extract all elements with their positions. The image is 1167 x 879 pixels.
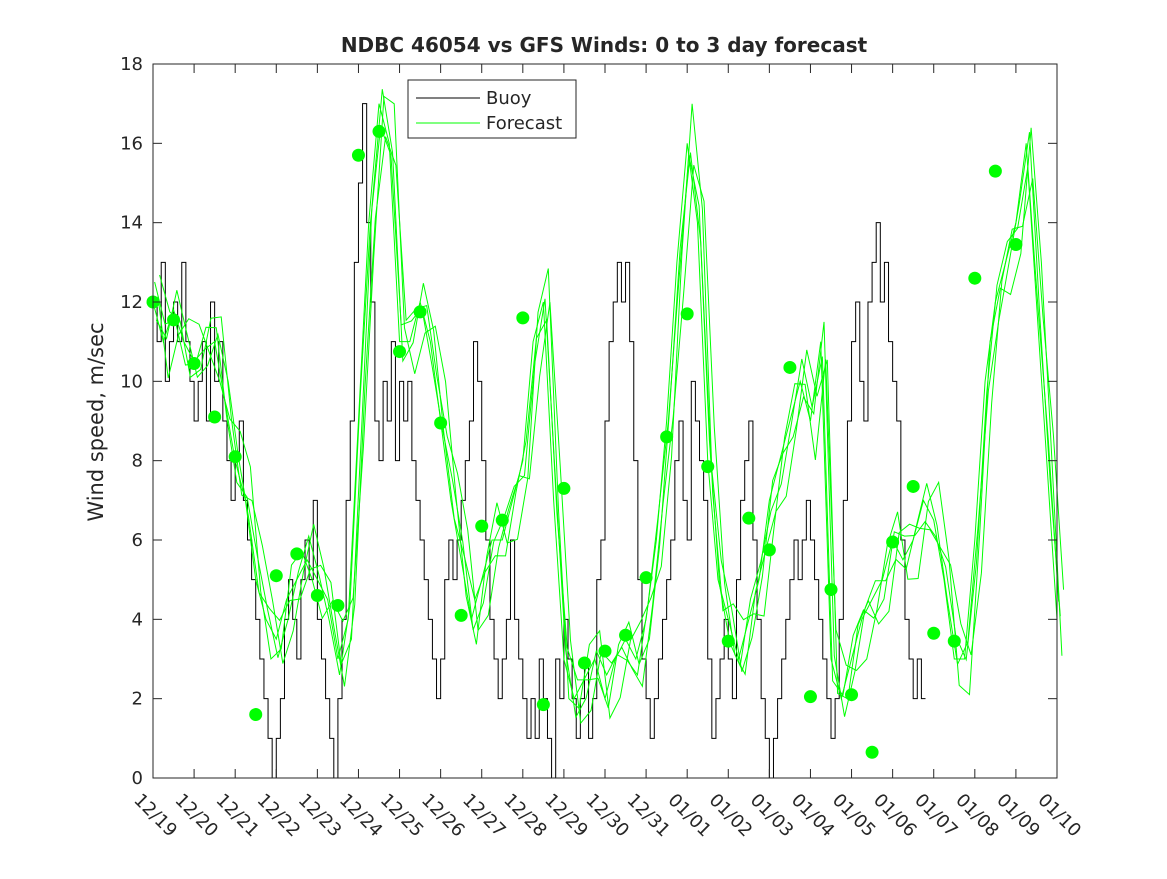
data-point: [803, 690, 817, 704]
data-point: [290, 547, 304, 561]
chart-title: NDBC 46054 vs GFS Winds: 0 to 3 day fore…: [341, 33, 868, 57]
series-line-forecast: [159, 136, 1065, 725]
data-point: [167, 313, 181, 327]
y-tick-label: 14: [120, 213, 143, 234]
y-tick-label: 10: [120, 371, 143, 392]
data-point: [187, 356, 201, 370]
data-point: [906, 479, 920, 493]
data-point: [680, 307, 694, 321]
legend: Buoy Forecast: [407, 79, 577, 139]
data-point: [249, 708, 263, 722]
y-tick-label: 4: [132, 609, 143, 630]
data-point: [762, 543, 776, 557]
data-point: [721, 634, 735, 648]
data-point: [331, 598, 345, 612]
data-point: [536, 698, 550, 712]
data-point: [351, 148, 365, 162]
data-point: [228, 450, 242, 464]
data-point: [619, 628, 633, 642]
y-tick-label: 16: [120, 133, 143, 154]
y-tick-label: 18: [120, 54, 143, 75]
y-tick-label: 12: [120, 292, 143, 313]
data-point: [988, 164, 1002, 178]
y-tick-label: 0: [132, 768, 143, 789]
data-point: [393, 345, 407, 359]
data-point: [269, 569, 283, 583]
data-point: [845, 688, 859, 702]
data-point: [598, 644, 612, 658]
data-point: [927, 626, 941, 640]
data-point: [824, 583, 838, 597]
y-tick-label: 8: [132, 451, 143, 472]
y-axis-label: Wind speed, m/sec: [84, 322, 108, 521]
data-point: [557, 481, 571, 495]
data-point: [208, 410, 222, 424]
data-point: [434, 416, 448, 430]
data-point: [310, 589, 324, 603]
data-point: [495, 513, 509, 527]
data-point: [577, 656, 591, 670]
y-tick-label: 6: [132, 530, 143, 551]
y-tick-label: 2: [132, 689, 143, 710]
data-point: [660, 430, 674, 444]
data-point: [1009, 237, 1023, 251]
data-point: [639, 571, 653, 585]
data-point: [475, 519, 489, 533]
legend-label-forecast: Forecast: [486, 113, 562, 134]
series-line-forecast: [157, 95, 1063, 720]
data-point: [947, 634, 961, 648]
data-point: [742, 511, 756, 525]
plot-area: [146, 89, 1065, 779]
data-point: [783, 360, 797, 374]
data-point: [886, 535, 900, 549]
data-point: [865, 745, 879, 759]
series-line-buoy: [153, 103, 926, 779]
legend-box: [407, 79, 577, 139]
data-point: [372, 124, 386, 138]
legend-label-buoy: Buoy: [486, 88, 532, 109]
series-line-forecast: [154, 126, 1060, 719]
data-point: [413, 305, 427, 319]
data-point: [701, 460, 715, 474]
data-point: [454, 608, 468, 622]
data-point: [516, 311, 530, 325]
data-point: [968, 271, 982, 285]
